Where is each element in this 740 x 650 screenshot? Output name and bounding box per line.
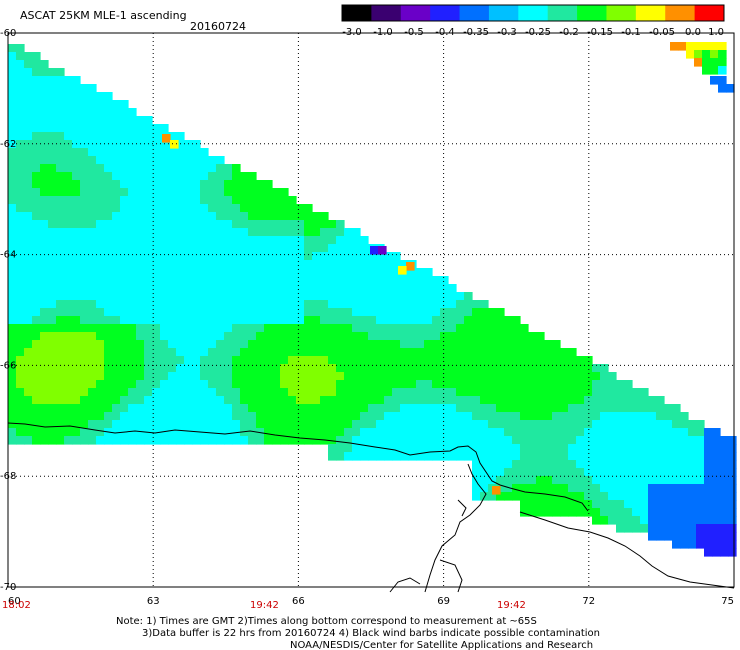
y-tick-label: -64: [0, 250, 16, 261]
colorbar-swatch: [547, 5, 578, 21]
time-label-left: 18:02: [2, 600, 31, 611]
colorbar-swatch: [459, 5, 490, 21]
note-line-2: 3)Data buffer is 22 hrs from 20160724 4)…: [142, 628, 600, 639]
data-swath: [8, 42, 737, 557]
plot-frame: [7, 32, 735, 588]
map-date: 20160724: [190, 20, 246, 33]
map-title: ASCAT 25KM MLE-1 ascending: [20, 9, 187, 22]
colorbar-swatch: [606, 5, 637, 21]
colorbar-swatch: [371, 5, 402, 21]
x-tick-label: 69: [437, 596, 450, 607]
colorbar-border: [341, 4, 725, 22]
colorbar-swatch: [518, 5, 549, 21]
y-tick-label: -62: [0, 139, 16, 150]
colorbar-swatch: [694, 5, 725, 21]
colorbar-swatch: [400, 5, 431, 21]
colorbar-swatch: [665, 5, 696, 21]
y-axis-ticks: -60 -62 -64 -66 -68 -70: [0, 28, 16, 593]
y-tick-label: -68: [0, 471, 16, 482]
colorbar-swatch: [635, 5, 666, 21]
colorbar-swatch: [430, 5, 461, 21]
x-tick-label: 60: [8, 596, 21, 607]
colorbar-swatches: [341, 4, 725, 22]
colorbar-swatch: [488, 5, 519, 21]
y-tick-label: -70: [0, 582, 16, 593]
x-tick-label: 66: [292, 596, 305, 607]
x-tick-label: 72: [582, 596, 595, 607]
graticule: [8, 33, 734, 587]
note-line-3: NOAA/NESDIS/Center for Satellite Applica…: [290, 640, 593, 650]
x-axis-ticks: 60 63 66 69 72 75: [8, 596, 734, 607]
y-tick-label: -66: [0, 360, 16, 371]
colorbar-swatch: [577, 5, 607, 21]
note-line-1: Note: 1) Times are GMT 2)Times along bot…: [116, 616, 537, 627]
x-tick-label: 75: [721, 596, 734, 607]
time-label-right: 19:42: [497, 600, 526, 611]
x-tick-label: 63: [147, 596, 160, 607]
colorbar-swatch: [342, 5, 372, 21]
time-label-mid: 19:42: [250, 600, 279, 611]
y-tick-label: -60: [0, 28, 16, 39]
